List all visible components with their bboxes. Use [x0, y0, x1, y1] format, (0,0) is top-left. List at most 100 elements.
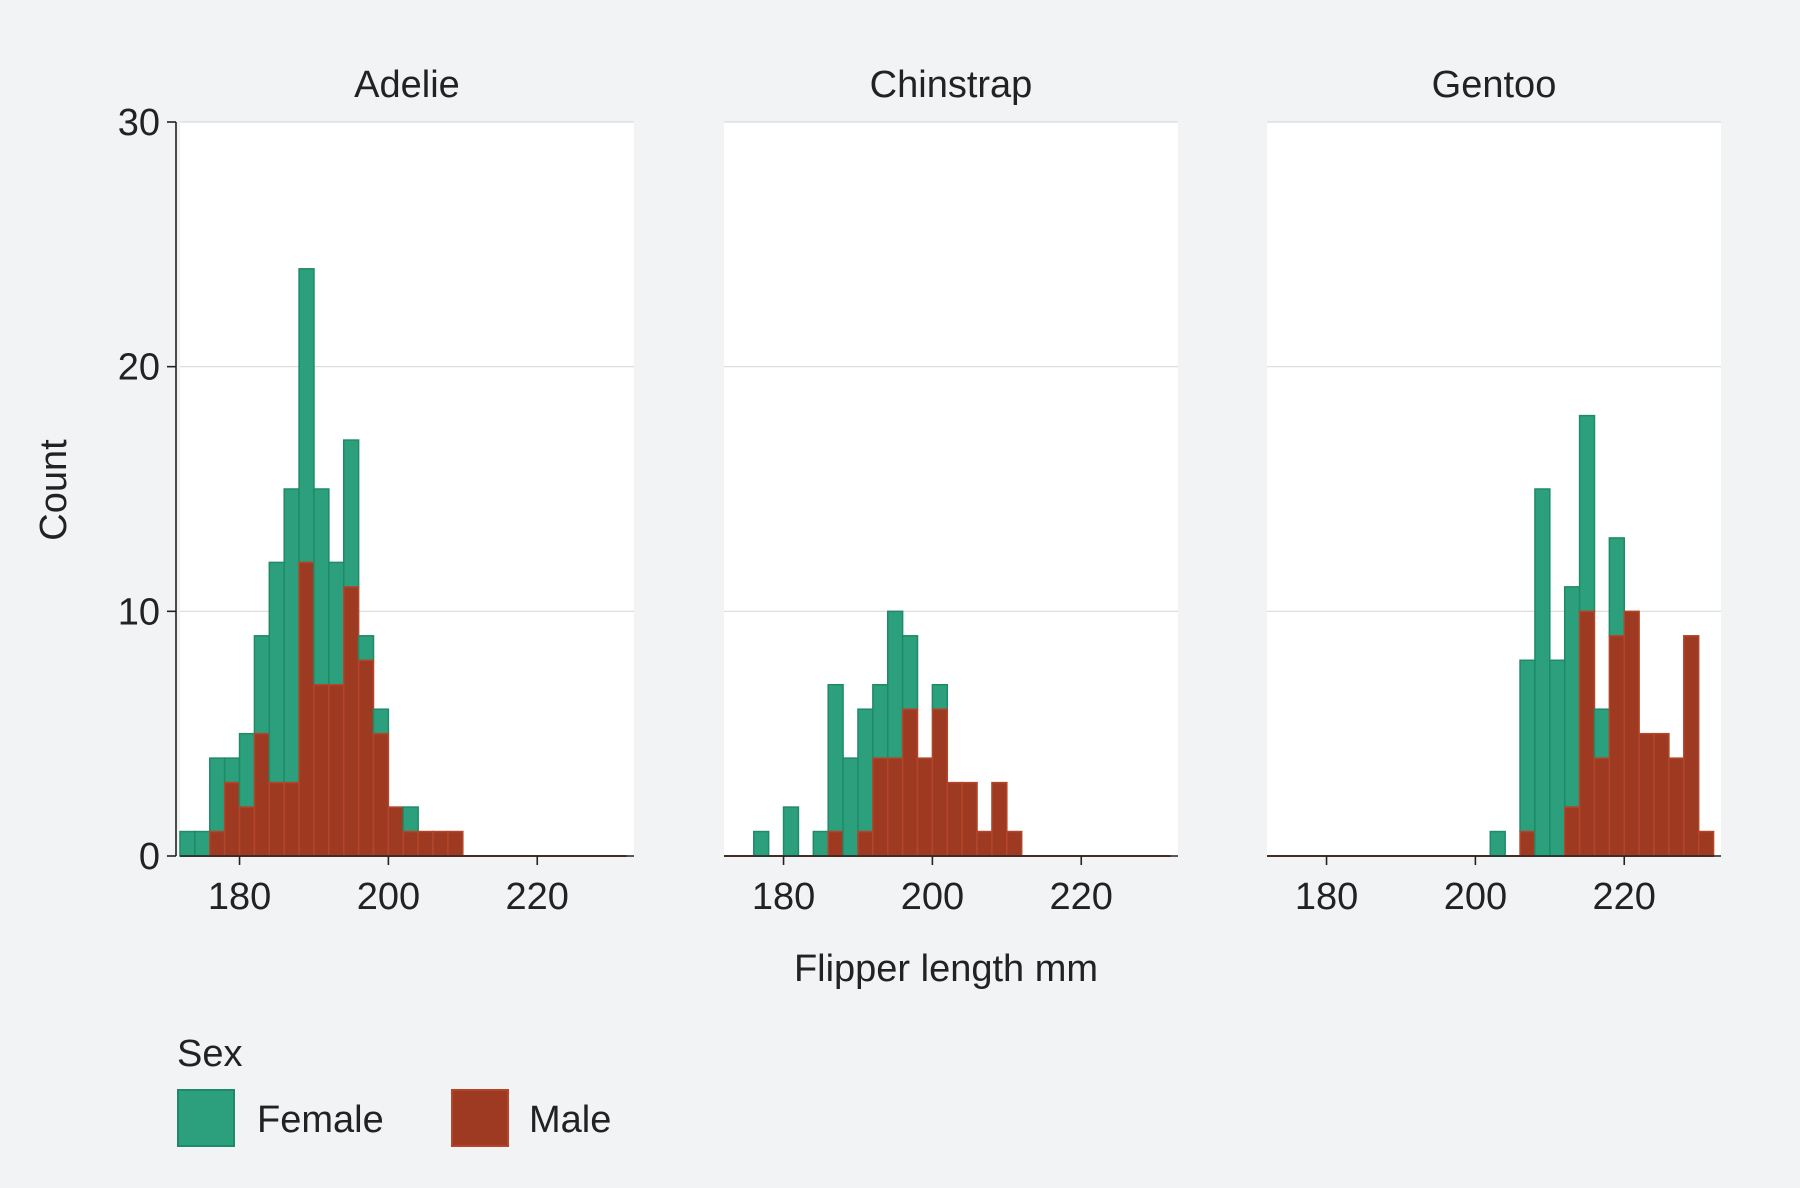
bar-male	[886, 757, 904, 857]
facet-chinstrap: Chinstrap 180 200 220	[724, 64, 1178, 918]
bar-male	[1697, 830, 1715, 857]
bar-male	[253, 732, 271, 857]
bar-male	[298, 561, 315, 857]
x-tick-label: 200	[357, 876, 420, 918]
x-axis-title: Flipper length mm	[794, 948, 1098, 990]
bar-female	[342, 439, 360, 588]
bar-male	[357, 659, 375, 857]
bar-female	[931, 683, 949, 710]
legend-swatch-female	[177, 1089, 235, 1147]
bar-female	[812, 830, 829, 857]
bar-female	[1578, 414, 1596, 613]
bar-male	[1006, 830, 1023, 857]
bar-male	[827, 830, 844, 857]
bar-female	[886, 610, 904, 759]
bar-female	[857, 708, 874, 833]
bar-female	[901, 635, 919, 710]
bar-male	[1653, 732, 1670, 857]
bar-male	[872, 757, 889, 857]
y-tick-label: 20	[118, 347, 160, 389]
y-axis-title: Count	[33, 439, 75, 541]
legend-label-female: Female	[257, 1099, 384, 1141]
facet-title-chinstrap: Chinstrap	[870, 64, 1033, 106]
x-tick-label: 220	[1050, 876, 1113, 918]
bar-male	[209, 830, 226, 857]
bar-male	[1578, 610, 1596, 857]
bar-male	[283, 781, 300, 857]
bar-female	[1563, 586, 1581, 808]
bar-female	[313, 488, 330, 686]
bar-female	[753, 830, 770, 857]
bar-female	[1534, 488, 1551, 857]
bar-male	[328, 683, 345, 857]
bar-male	[268, 781, 285, 857]
bar-female	[372, 708, 390, 735]
bar-male	[946, 781, 963, 857]
x-tick-label: 180	[752, 876, 815, 918]
bar-male	[1668, 757, 1685, 857]
bar-male	[432, 830, 449, 857]
legend-swatch-male	[451, 1089, 509, 1147]
bar-female	[268, 561, 285, 784]
y-tick-label: 30	[118, 102, 160, 144]
panel-background	[724, 122, 1178, 856]
bar-male	[223, 781, 241, 857]
bar-male	[372, 732, 390, 857]
bar-female	[179, 830, 196, 857]
bar-female	[209, 757, 226, 833]
bar-male	[402, 830, 419, 857]
bar-male	[1608, 635, 1625, 857]
bar-male	[1683, 635, 1700, 857]
bar-male	[313, 683, 330, 857]
bar-male	[961, 781, 978, 857]
bar-male	[238, 806, 256, 857]
bar-male	[857, 830, 874, 857]
bar-male	[901, 708, 919, 857]
bar-male	[931, 708, 949, 857]
bar-female	[872, 683, 889, 759]
bar-male	[387, 806, 405, 857]
bar-male	[1519, 830, 1536, 857]
bar-female	[842, 757, 859, 857]
bar-male	[447, 830, 464, 857]
x-tick-label: 180	[1295, 876, 1358, 918]
bar-female	[328, 561, 345, 686]
bar-female	[1519, 659, 1536, 833]
bar-female	[1593, 708, 1611, 759]
bar-female	[283, 488, 300, 784]
facet-title-adelie: Adelie	[354, 64, 460, 106]
bar-male	[916, 757, 934, 857]
bar-female	[298, 268, 315, 564]
x-tick-label: 180	[208, 876, 271, 918]
bar-female	[253, 635, 271, 735]
bar-female	[238, 732, 256, 808]
bar-male	[1593, 757, 1611, 857]
bar-male	[1638, 732, 1655, 857]
legend-label-male: Male	[529, 1099, 611, 1141]
bar-female	[402, 806, 419, 833]
facet-adelie: Adelie 180 200 220 0 10 20 30	[118, 64, 634, 918]
facet-panels: Adelie 180 200 220 0 10 20 30 Chinstrap 180 200 220…	[118, 64, 1721, 918]
y-tick-label: 0	[139, 836, 160, 878]
x-tick-label: 220	[506, 876, 569, 918]
bar-female	[357, 635, 375, 662]
bar-male	[342, 586, 360, 857]
facet-gentoo: Gentoo 180 200 220	[1267, 64, 1721, 918]
bar-female	[1608, 537, 1625, 637]
x-tick-label: 200	[901, 876, 964, 918]
bar-female	[827, 683, 844, 833]
bar-female	[223, 757, 241, 784]
x-tick-label: 200	[1444, 876, 1507, 918]
x-tick-label: 220	[1593, 876, 1656, 918]
legend: Sex Female Male	[177, 1033, 611, 1147]
bar-female	[194, 830, 211, 857]
bar-male	[976, 830, 993, 857]
y-tick-label: 10	[118, 591, 160, 633]
bar-female	[782, 806, 800, 857]
facet-title-gentoo: Gentoo	[1432, 64, 1557, 106]
bar-male	[1623, 610, 1640, 857]
bar-female	[1489, 830, 1506, 857]
bar-male	[417, 830, 434, 857]
bar-male	[1563, 806, 1581, 857]
